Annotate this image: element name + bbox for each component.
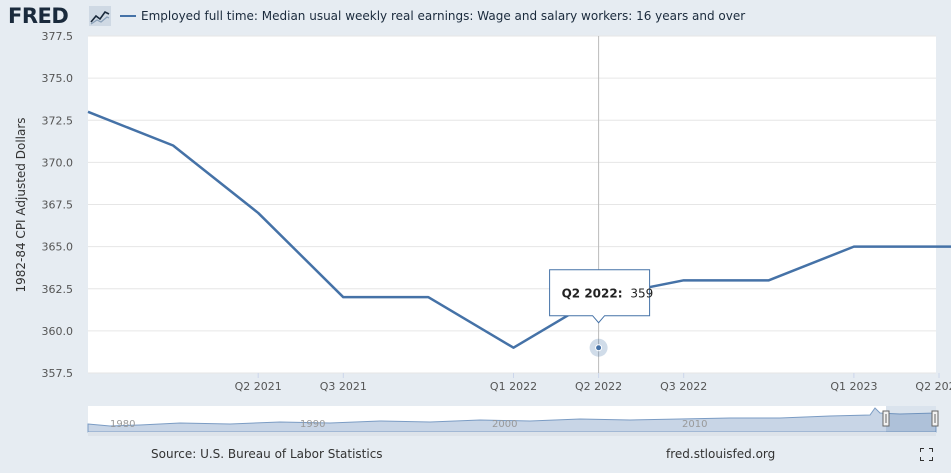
y-tick-label: 370.0	[42, 156, 74, 169]
fullscreen-icon[interactable]	[920, 448, 933, 461]
y-axis: 357.5 360.0 362.5 365.0 367.5 370.0 372.5 375.0…	[42, 30, 74, 380]
navigator-label: 2010	[682, 419, 707, 430]
hover-point[interactable]	[595, 344, 603, 352]
line-chart-icon	[89, 6, 111, 26]
navigator-label: 1980	[110, 419, 135, 430]
navigator-scrollbar	[88, 432, 936, 436]
y-tick-label: 365.0	[42, 241, 74, 254]
navigator-label: 2000	[492, 419, 517, 430]
navigator-label: 1990	[300, 419, 325, 430]
x-tick-label: Q1 2022	[490, 380, 537, 393]
chart-legend[interactable]: Employed full time: Median usual weekly …	[120, 9, 745, 23]
legend-swatch	[120, 14, 136, 17]
x-tick-label: Q2 2021	[235, 380, 282, 393]
x-tick-label: Q3 2021	[320, 380, 367, 393]
legend-label: Employed full time: Median usual weekly …	[141, 9, 746, 23]
svg-text:Q2 2022: 359: Q2 2022: 359	[562, 287, 654, 301]
series-line	[87, 110, 951, 349]
navigator-area	[87, 407, 937, 433]
site-link[interactable]: fred.stlouisfed.org	[666, 447, 776, 461]
y-tick-label: 362.5	[42, 283, 74, 296]
tooltip: Q2 2022: 359	[549, 269, 654, 324]
range-navigator[interactable]: 1980 1990 2000 2010	[87, 406, 939, 436]
grid-lines	[88, 35, 940, 378]
y-tick-label: 375.0	[42, 72, 74, 85]
x-tick-label: Q2 2023	[915, 380, 951, 393]
y-axis-label: 1982-84 CPI Adjusted Dollars	[14, 117, 28, 292]
tooltip-value: 359	[630, 287, 653, 301]
x-tick-label: Q1 2023	[830, 380, 877, 393]
y-tick-label: 367.5	[42, 199, 74, 212]
x-tick-label: Q2 2022	[575, 380, 622, 393]
x-tick-label: Q3 2022	[660, 380, 707, 393]
source-text: Source: U.S. Bureau of Labor Statistics	[151, 447, 383, 461]
tooltip-label: Q2 2022:	[562, 287, 623, 301]
y-tick-label: 377.5	[42, 30, 74, 43]
fred-logo[interactable]: FRED	[8, 4, 69, 28]
y-tick-label: 372.5	[42, 114, 74, 127]
y-tick-label: 357.5	[42, 367, 74, 380]
x-axis: Q2 2021 Q3 2021 Q1 2022 Q2 2022 Q3 2022 Q1 20…	[235, 380, 951, 393]
y-tick-label: 360.0	[42, 325, 74, 338]
navigator-selection	[886, 406, 936, 432]
